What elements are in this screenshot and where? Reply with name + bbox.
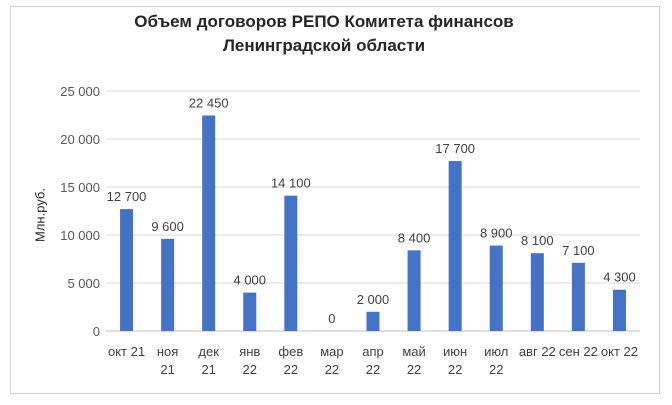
data-label: 2 000 — [357, 292, 390, 307]
bar — [571, 262, 585, 331]
x-tick-label: ноя — [157, 344, 178, 359]
chart-title-line-2: Ленинградской области — [222, 36, 426, 55]
y-tick-label: 20 000 — [60, 132, 100, 147]
x-tick-label: 21 — [201, 362, 215, 377]
data-label: 8 400 — [398, 230, 431, 245]
x-tick-label: дек — [198, 344, 219, 359]
x-tick-label: 22 — [448, 362, 462, 377]
data-label: 0 — [328, 311, 335, 326]
y-tick-label: 15 000 — [60, 180, 100, 195]
chart-title-line-1: Объем договоров РЕПО Комитета финансов — [134, 12, 514, 31]
bar — [243, 292, 257, 331]
data-label: 4 000 — [233, 273, 266, 288]
x-tick-label: 22 — [284, 362, 298, 377]
x-tick-label: авг 22 — [519, 344, 556, 359]
x-tick-label: 22 — [243, 362, 257, 377]
bar — [530, 253, 544, 331]
data-label: 7 100 — [562, 243, 595, 258]
x-tick-label: июн — [443, 344, 467, 359]
x-tick-label: янв — [239, 344, 260, 359]
x-tick-label: 22 — [407, 362, 421, 377]
chart-frame — [10, 6, 660, 394]
bar — [489, 245, 503, 331]
data-label: 8 900 — [480, 226, 513, 241]
bar — [161, 238, 175, 331]
x-tick-label: апр — [362, 344, 384, 359]
data-label: 4 300 — [603, 270, 636, 285]
x-tick-label: 22 — [489, 362, 503, 377]
y-tick-label: 25 000 — [60, 84, 100, 99]
bar — [448, 161, 462, 331]
x-tick-label: окт 22 — [601, 344, 638, 359]
x-tick-label: фев — [278, 344, 303, 359]
x-tick-label: 22 — [366, 362, 380, 377]
data-label: 14 100 — [271, 176, 311, 191]
x-tick-label: сен 22 — [559, 344, 598, 359]
x-tick-label: мар — [320, 344, 343, 359]
y-tick-label: 10 000 — [60, 228, 100, 243]
y-tick-label: 5 000 — [67, 276, 100, 291]
bar — [366, 311, 380, 331]
bar — [407, 250, 421, 331]
data-label: 17 700 — [435, 141, 475, 156]
x-tick-label: 22 — [325, 362, 339, 377]
chart-title: Объем договоров РЕПО Комитета финансов Л… — [0, 10, 648, 58]
data-label: 8 100 — [521, 233, 554, 248]
x-tick-label: май — [402, 344, 425, 359]
bar — [120, 209, 134, 331]
data-label: 9 600 — [151, 219, 184, 234]
y-tick-label: 0 — [93, 324, 100, 339]
data-label: 12 700 — [107, 189, 147, 204]
x-tick-label: окт 21 — [108, 344, 145, 359]
x-tick-label: 21 — [160, 362, 174, 377]
bar — [612, 289, 626, 331]
bar — [284, 195, 298, 331]
bar — [202, 115, 216, 331]
data-label: 22 450 — [189, 95, 229, 110]
x-tick-label: июл — [484, 344, 508, 359]
